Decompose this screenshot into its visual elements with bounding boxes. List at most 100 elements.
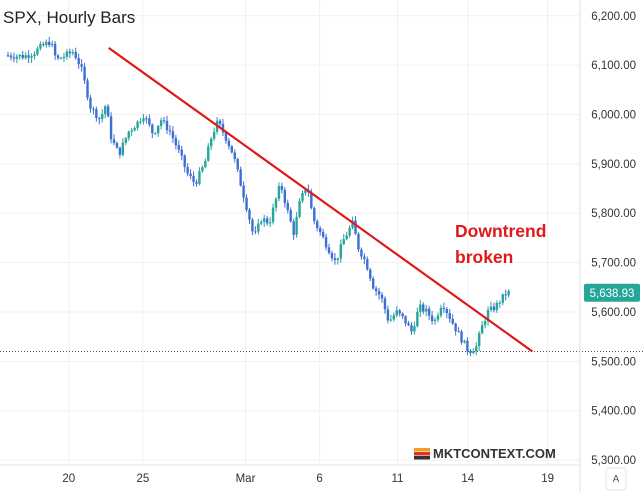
candle-body <box>9 55 13 58</box>
candle-body <box>101 114 104 119</box>
candle-body <box>121 142 125 155</box>
candle-body <box>74 52 77 59</box>
y-axis[interactable]: 6,200.00 6,100.00 6,000.00 5,900.00 5,800.00… <box>591 11 636 467</box>
candle-body <box>489 306 493 310</box>
candle-body <box>159 120 163 126</box>
candle-body <box>472 351 475 353</box>
candle-body <box>162 120 166 122</box>
candle-body <box>345 235 348 240</box>
candle-body <box>413 326 416 332</box>
candle-body <box>410 325 413 332</box>
grid <box>0 0 580 465</box>
candle-body <box>404 316 407 324</box>
candle-body <box>254 231 257 233</box>
candle-body <box>374 288 378 292</box>
candle-body <box>80 64 83 67</box>
candle-body <box>339 244 342 259</box>
candle-body <box>498 302 502 304</box>
candle-body <box>466 340 469 352</box>
candle-body <box>442 307 446 310</box>
x-tick-label: 20 <box>62 473 75 485</box>
candle-body <box>486 309 490 322</box>
candle-body <box>316 221 319 229</box>
candle-body <box>416 311 419 327</box>
candle-body <box>330 253 334 259</box>
last-price-badge <box>584 283 640 302</box>
logo-icon <box>414 448 430 460</box>
candle-body <box>366 259 369 270</box>
candle-body <box>401 313 404 317</box>
candle-body <box>357 233 360 250</box>
candle-body <box>469 351 472 353</box>
candle-body <box>227 140 231 147</box>
y-tick-label: 5,900.00 <box>591 159 636 171</box>
candle-body <box>133 127 136 131</box>
candle-body <box>115 143 119 148</box>
candle-body <box>324 237 328 248</box>
candle-body <box>398 310 401 314</box>
candle-body <box>204 160 207 168</box>
annotation: Downtrend broken <box>455 221 546 267</box>
candle-body <box>201 167 204 172</box>
y-tick-label: 5,300.00 <box>591 455 636 467</box>
candle-body <box>86 80 89 98</box>
candle-body <box>304 189 307 194</box>
candle-body <box>221 123 225 133</box>
candle-body <box>492 306 496 311</box>
candle-body <box>180 149 183 156</box>
candle-body <box>283 189 287 203</box>
candle-body <box>127 131 130 139</box>
candle-body <box>292 221 295 235</box>
candle-body <box>386 309 390 321</box>
candle-body <box>192 176 195 183</box>
candle-body <box>27 55 30 58</box>
candle-body <box>271 207 275 223</box>
candle-body <box>289 210 292 222</box>
candle-body <box>118 147 122 155</box>
candle-body <box>419 304 422 312</box>
candle-body <box>504 294 507 296</box>
candle-body <box>130 130 133 132</box>
candle-body <box>483 321 487 326</box>
candle-body <box>333 258 337 260</box>
candle-body <box>389 319 393 321</box>
candle-body <box>369 269 372 279</box>
candle-body <box>6 55 10 57</box>
candle-body <box>463 340 466 343</box>
candle-body <box>168 130 172 132</box>
y-tick-label: 5,500.00 <box>591 356 636 368</box>
last-price-tag: 5,638.93 <box>584 283 640 302</box>
candle-body <box>21 54 24 59</box>
candle-body <box>310 192 313 209</box>
auto-scale-button[interactable]: A <box>605 467 627 491</box>
candle-body <box>148 118 151 125</box>
candle-body <box>451 318 454 324</box>
x-axis[interactable]: 20 25 Mar 6 11 14 19 <box>62 473 554 485</box>
candle-body <box>336 258 340 260</box>
candle-body <box>383 298 387 310</box>
x-tick-label: 14 <box>461 473 474 485</box>
y-tick-label: 6,100.00 <box>591 60 636 72</box>
candle-body <box>480 325 484 334</box>
candle-body <box>298 200 301 217</box>
candle-body <box>98 118 101 120</box>
candle-body <box>71 52 74 54</box>
candle-body <box>245 197 248 210</box>
auto-scale-label: A <box>613 474 620 485</box>
candle-body <box>42 44 45 46</box>
candle-body <box>286 202 289 211</box>
candle-body <box>83 66 86 81</box>
x-tick-label: 6 <box>316 473 322 485</box>
candle-body <box>478 333 481 347</box>
candle-body <box>39 44 42 49</box>
candle-body <box>103 106 107 115</box>
candle-body <box>33 54 36 57</box>
candle-body <box>207 146 210 161</box>
candle-body <box>436 315 440 320</box>
candle-body <box>313 208 316 222</box>
candle-body <box>439 307 443 316</box>
candle-body <box>154 133 157 135</box>
candle-body <box>59 58 63 60</box>
candle-body <box>371 278 375 289</box>
